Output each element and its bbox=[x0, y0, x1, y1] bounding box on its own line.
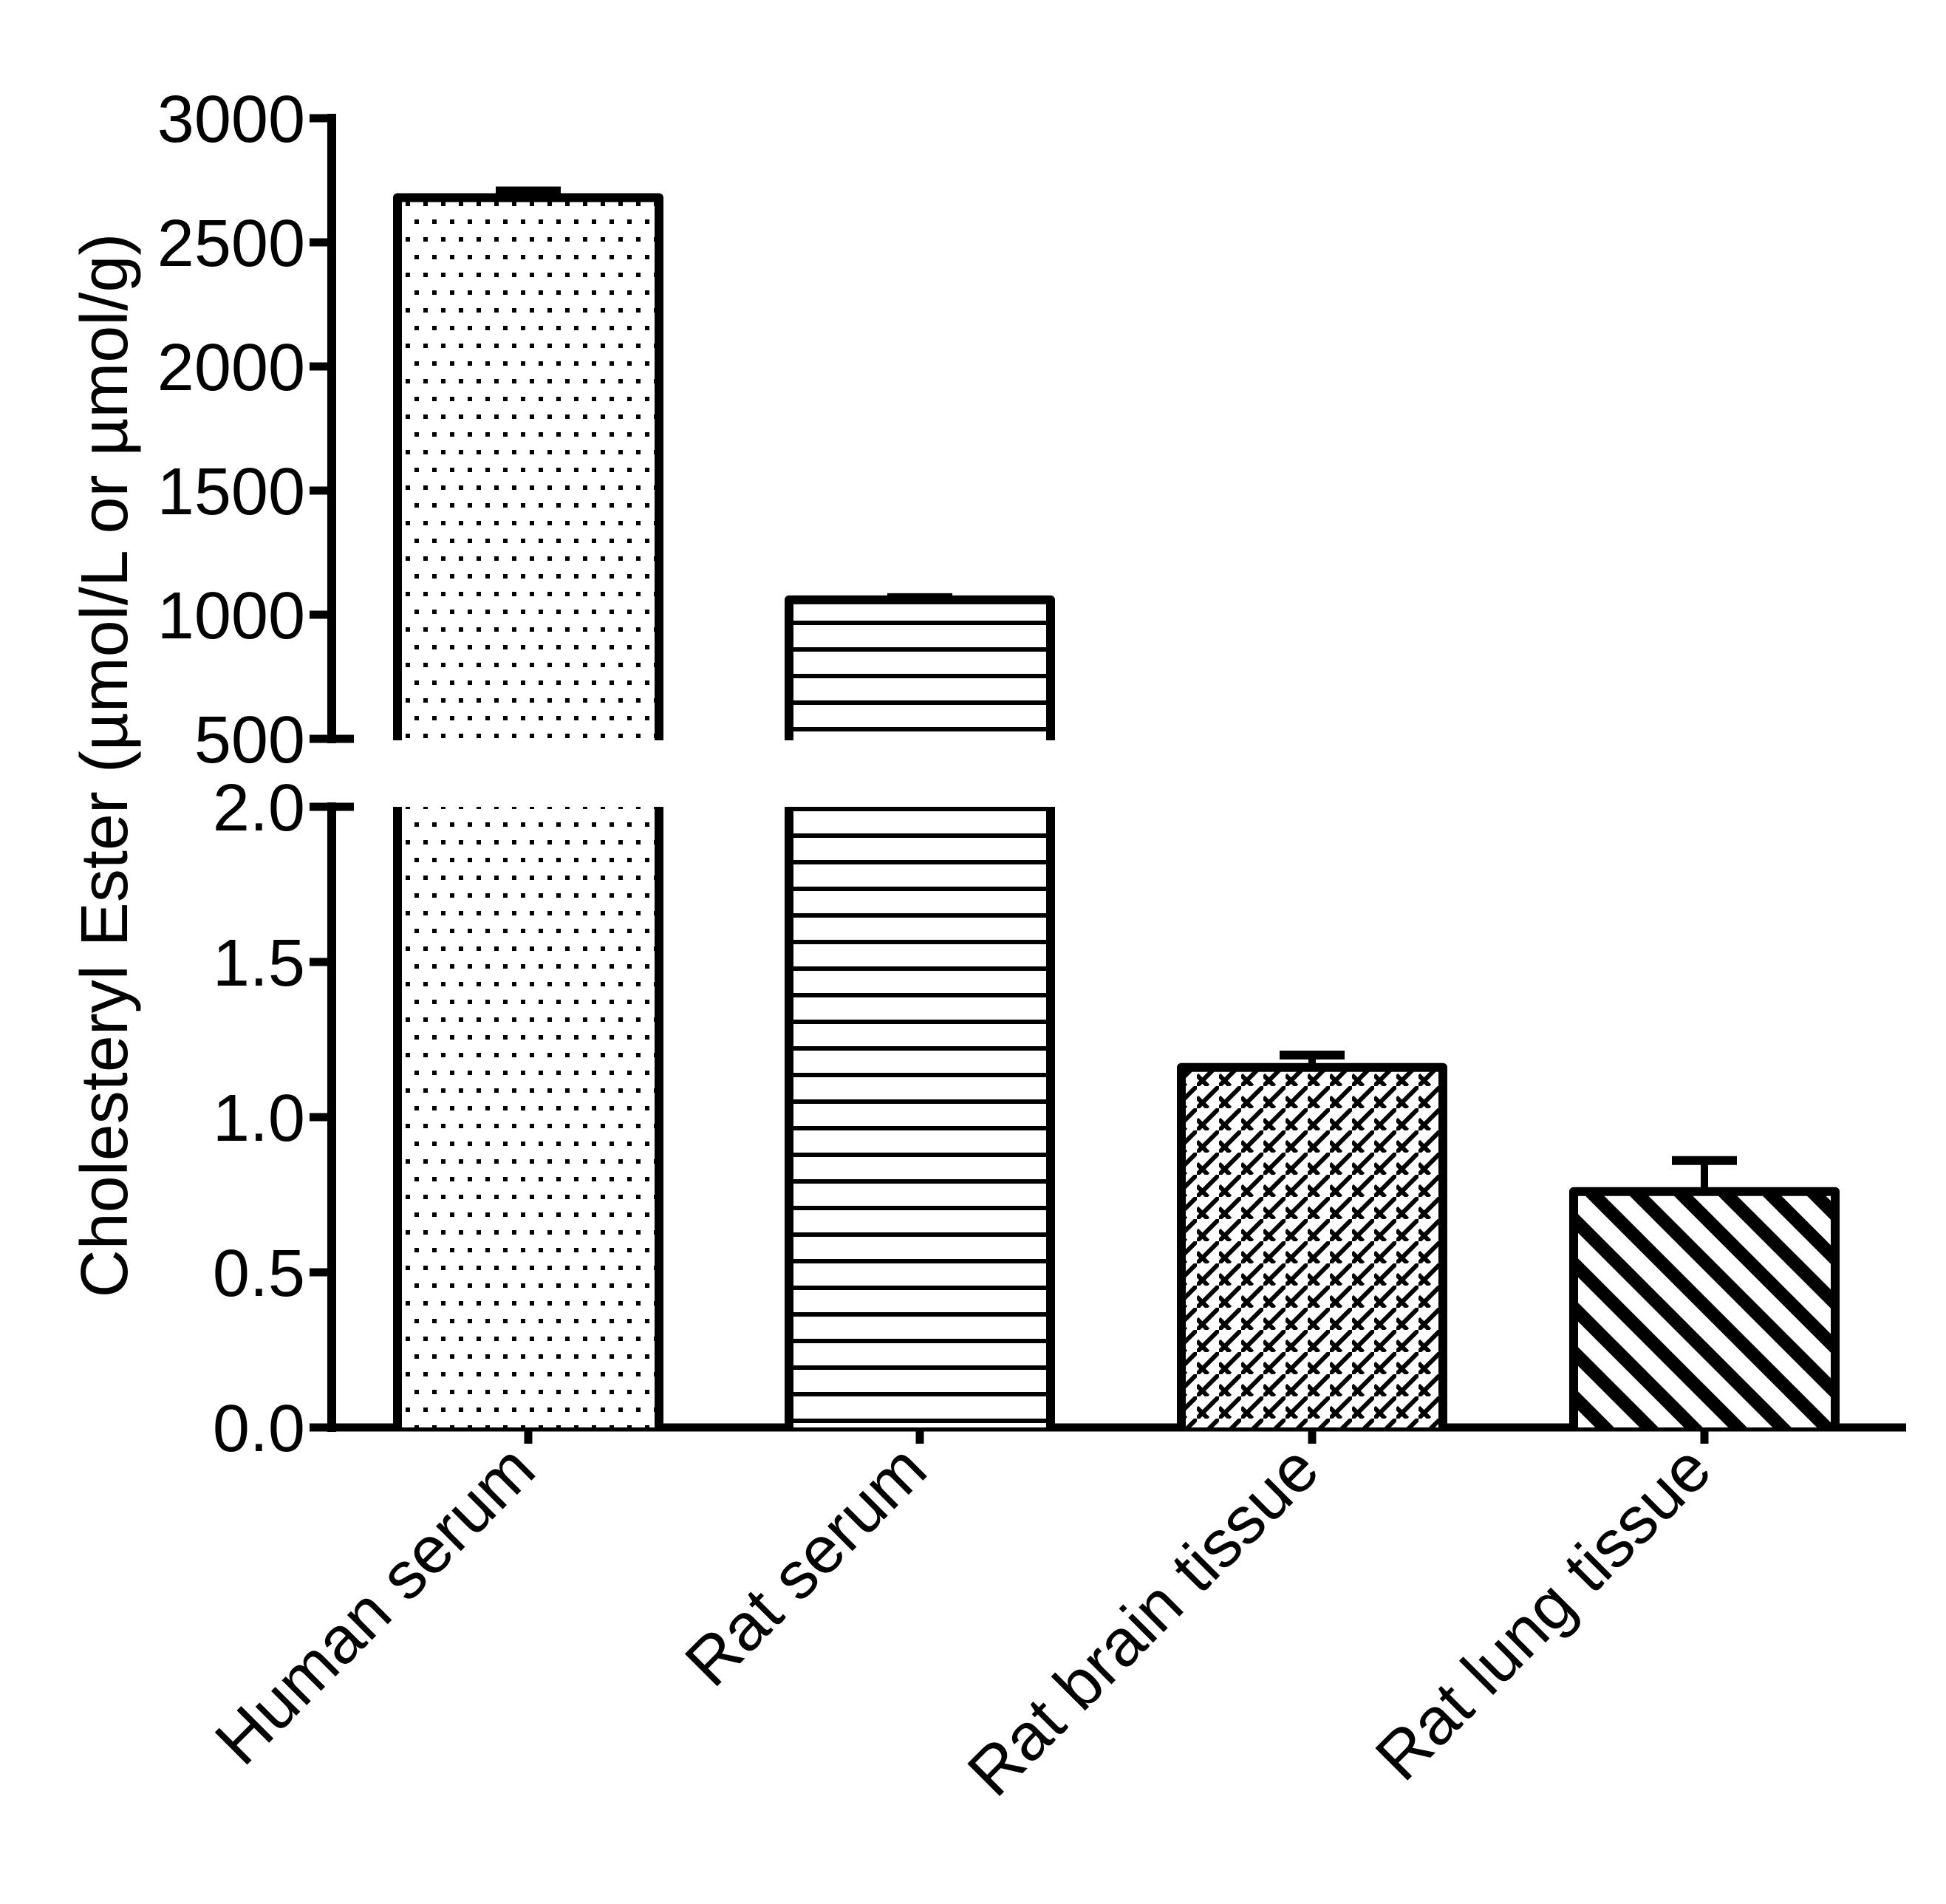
bar-fill-upper bbox=[789, 599, 1051, 740]
y-tick-label-upper: 1500 bbox=[157, 455, 305, 529]
y-tick-label-upper: 500 bbox=[194, 703, 305, 777]
bar-fill bbox=[1181, 1067, 1443, 1427]
y-tick-label-upper: 2000 bbox=[157, 331, 305, 405]
y-tick-label-lower: 0.0 bbox=[213, 1392, 305, 1466]
bar-rat-lung-tissue bbox=[1569, 1156, 1840, 1427]
bar-fill bbox=[1574, 1191, 1835, 1427]
y-tick-label-lower: 2.0 bbox=[213, 771, 305, 845]
bar-rat-brain-tissue bbox=[1177, 1051, 1447, 1427]
bar-rat-serum bbox=[785, 593, 1055, 1427]
y-tick-label-lower: 1.5 bbox=[213, 927, 305, 1000]
bar-fill-lower bbox=[789, 807, 1051, 1427]
bar-fill-lower bbox=[397, 807, 659, 1427]
y-tick-label-upper: 3000 bbox=[157, 83, 305, 157]
y-tick-label-upper: 1000 bbox=[157, 579, 305, 653]
x-tick-label: Rat brain tissue bbox=[954, 1431, 1333, 1810]
bar-human-serum bbox=[393, 186, 663, 1427]
x-tick-label: Rat lung tissue bbox=[1362, 1431, 1725, 1795]
bars bbox=[393, 186, 1840, 1427]
y-tick-label-upper: 2500 bbox=[157, 207, 305, 281]
x-tick-label: Rat serum bbox=[672, 1431, 940, 1700]
y-tick-label-lower: 1.0 bbox=[213, 1082, 305, 1156]
x-tick-label: Human serum bbox=[202, 1431, 549, 1778]
y-axis-title: Cholesteryl Ester (µmol/L or µmol/g) bbox=[68, 233, 142, 1298]
bar-fill-upper bbox=[397, 197, 659, 740]
y-tick-label-lower: 0.5 bbox=[213, 1237, 305, 1311]
